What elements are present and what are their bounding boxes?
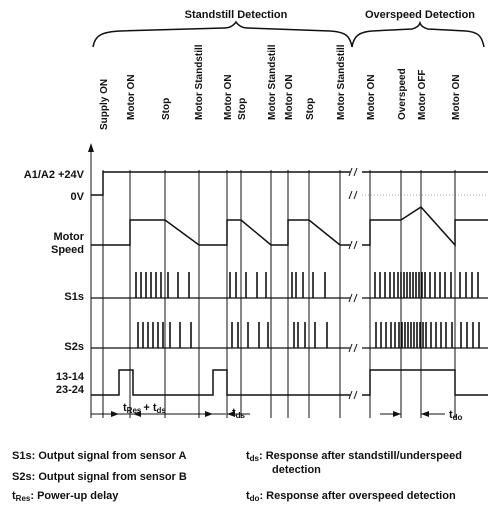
overspeed-brace — [351, 20, 485, 48]
event-label-motor-on: Motor ON — [126, 74, 137, 120]
event-label-motor-standstill: Motor Standstill — [194, 44, 205, 120]
legend-tds: tds: Response after standstill/underspee… — [246, 450, 462, 463]
event-label-motor-standstill: Motor Standstill — [267, 44, 278, 120]
event-label-overspeed: Overspeed — [397, 68, 408, 120]
event-label-motor-standstill: Motor Standstill — [336, 44, 347, 120]
row-label-motor-speed-2: Speed — [51, 244, 84, 256]
event-label-motor-on: Motor ON — [366, 74, 377, 120]
s1s-pulses — [135, 272, 479, 298]
axis-arrowhead — [88, 143, 94, 152]
event-label-stop: Stop — [305, 98, 316, 120]
standstill-detection-header: Standstill Detection — [185, 9, 288, 21]
motor-speed-trace — [91, 219, 350, 246]
output-trace — [91, 369, 350, 396]
legend-key: S2s: — [12, 471, 36, 483]
event-label-stop: Stop — [161, 98, 172, 120]
row-label-s1s: S1s — [64, 291, 84, 303]
legend-tds-line2: detection — [272, 464, 321, 476]
legend-key: S1s: — [12, 450, 36, 462]
supply-trace — [91, 171, 350, 196]
label-tres-tds: tRes + tds — [123, 402, 166, 415]
overspeed-detection-header: Overspeed Detection — [365, 9, 475, 21]
label-tdo: tdo — [449, 409, 463, 422]
standstill-brace — [92, 20, 353, 48]
event-label-motor-on: Motor ON — [223, 74, 234, 120]
output-trace-right — [362, 369, 488, 396]
timing-arrowheads — [111, 411, 429, 417]
row-label-motor-speed-1: Motor — [53, 231, 84, 243]
event-label-motor-on: Motor ON — [451, 74, 462, 120]
row-label-supply-0v: 0V — [71, 191, 85, 203]
event-label-supply-on: Supply ON — [99, 79, 110, 130]
break-marks — [348, 167, 358, 400]
event-label-motor-on: Motor ON — [284, 74, 295, 120]
legend-text: Output signal from sensor B — [38, 471, 187, 483]
row-label-s2s: S2s — [64, 341, 84, 353]
label-tds: tds — [232, 407, 246, 420]
row-label-output-1: 13-14 — [56, 371, 85, 383]
event-label-motor-off: Motor OFF — [417, 69, 428, 120]
motor-speed-trace-right — [362, 206, 488, 247]
row-label-output-2: 23-24 — [56, 384, 85, 396]
event-labels: Supply ON Motor ON Stop Motor Standstill… — [99, 44, 462, 130]
s2s-pulses — [137, 322, 480, 348]
legend-tres: tRes: Power-up delay — [12, 490, 119, 503]
legend-s1s: S1s: Output signal from sensor A — [12, 449, 186, 463]
legend-s2s: S2s: Output signal from sensor B — [12, 470, 187, 484]
event-label-stop: Stop — [237, 98, 248, 120]
legend-tdo: tdo: Response after overspeed detection — [246, 490, 456, 503]
row-label-supply-24v: A1/A2 +24V — [24, 169, 85, 181]
legend-text: Output signal from sensor A — [38, 450, 187, 462]
